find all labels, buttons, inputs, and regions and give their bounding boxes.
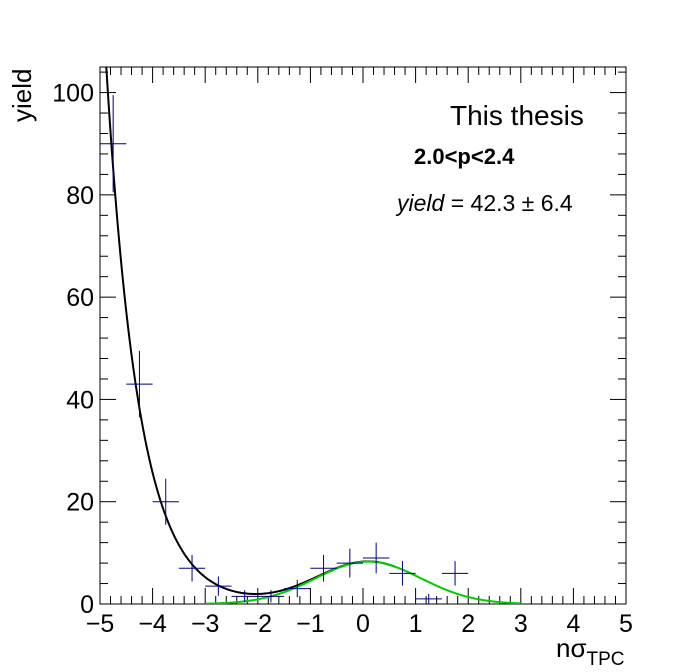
x-tick-label: 3: [514, 610, 528, 638]
x-tick-label: 5: [619, 610, 633, 638]
data-point: [178, 554, 206, 582]
axis-tick-labels: −5 −4 −3 −2 −1 0 1 2 3 4 5 0 20 40 60 80 100: [52, 80, 633, 638]
yield-label: yield = 42.3 ± 6.4: [395, 190, 573, 216]
y-tick-label: 40: [66, 386, 94, 414]
x-tick-label: −5: [86, 610, 115, 638]
momentum-range-label: 2.0<p<2.4: [414, 144, 515, 169]
y-tick-label: 0: [80, 591, 94, 619]
data-points: [100, 95, 469, 604]
x-tick-label: −1: [296, 610, 325, 638]
plot-frame: [99, 66, 627, 605]
yield-symbol: yield: [395, 190, 446, 216]
x-tick-label: 4: [566, 610, 580, 638]
x-tick-label: 1: [409, 610, 423, 638]
gauss-fit-curve: [205, 560, 521, 604]
x-tick-label: 0: [356, 610, 370, 638]
y-tick-label: 80: [66, 182, 94, 210]
data-point: [389, 561, 416, 586]
total-fit-curve: [105, 67, 395, 596]
yield-value: = 42.3 ± 6.4: [444, 190, 573, 216]
y-tick-label: 20: [66, 489, 94, 517]
axis-ticks: [99, 67, 627, 605]
x-tick-label: 2: [461, 610, 475, 638]
data-point: [126, 350, 153, 418]
x-tick-label: −4: [138, 610, 167, 638]
y-axis-title: yield: [7, 69, 37, 122]
data-point: [336, 548, 363, 578]
x-tick-label: −3: [191, 610, 220, 638]
x-tick-label: −2: [244, 610, 273, 638]
fit-curves: [105, 67, 521, 604]
data-point: [363, 542, 390, 574]
data-point: [100, 95, 127, 193]
y-tick-label: 60: [66, 284, 94, 312]
data-point: [310, 554, 337, 582]
x-axis-title-sub: TPC: [587, 649, 625, 670]
data-point: [205, 576, 232, 596]
x-axis-title: nσTPC: [556, 633, 625, 670]
y-tick-label: 100: [52, 80, 94, 108]
data-point: [415, 593, 442, 604]
data-point: [257, 590, 285, 603]
x-axis-title-main: nσ: [556, 633, 587, 663]
data-point: [152, 478, 179, 525]
data-point: [231, 590, 258, 603]
data-point: [284, 579, 311, 598]
thesis-label: This thesis: [450, 100, 584, 131]
data-point: [441, 561, 469, 586]
